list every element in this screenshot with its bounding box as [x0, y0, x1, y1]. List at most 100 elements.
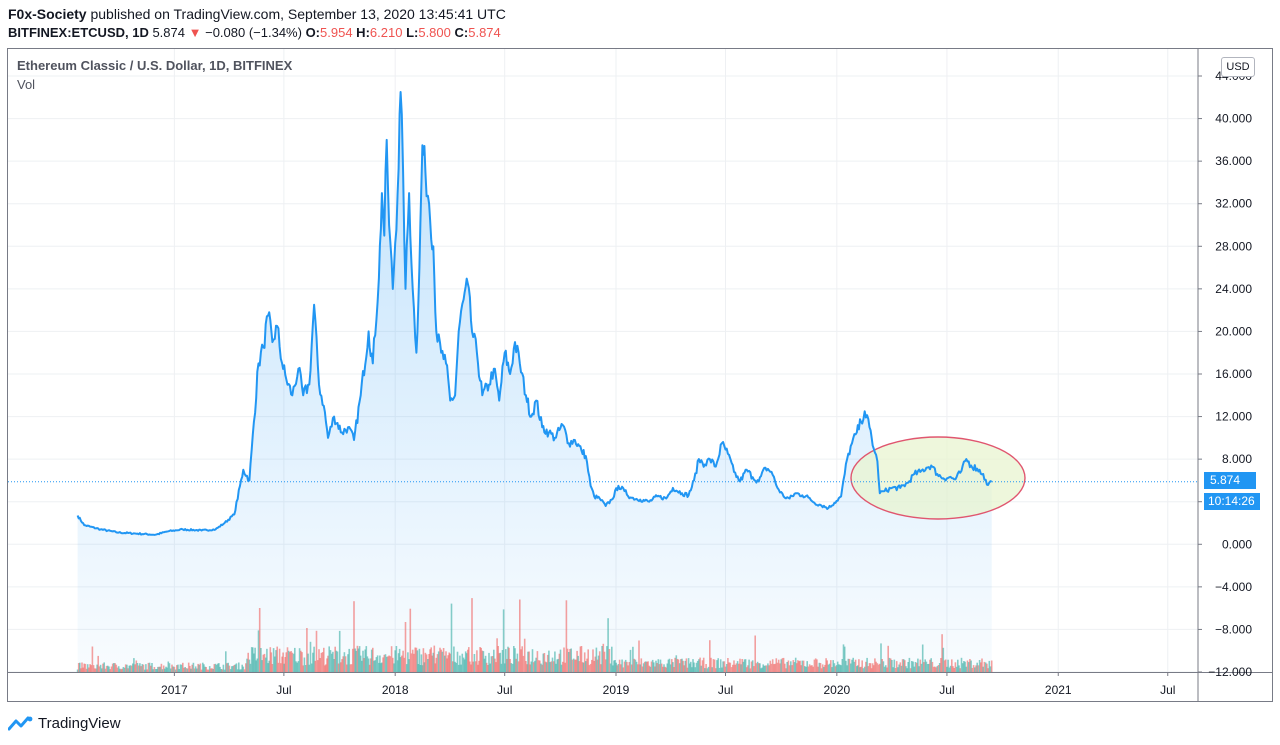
volume-bar: [86, 664, 89, 672]
volume-bar: [347, 654, 349, 672]
volume-bar: [424, 652, 427, 672]
volume-bar: [499, 652, 502, 672]
volume-bar: [275, 650, 277, 672]
volume-bar: [832, 660, 834, 672]
volume-bar: [615, 662, 617, 672]
volume-bar: [142, 664, 145, 672]
legend-title: Ethereum Classic / U.S. Dollar, 1D, BITF…: [17, 58, 293, 73]
volume-bar: [965, 666, 968, 672]
volume-bar: [313, 646, 315, 672]
volume-bar: [877, 664, 880, 672]
volume-bar: [735, 663, 738, 672]
volume-bar: [513, 646, 515, 672]
volume-bar: [794, 657, 797, 672]
volume-bar: [810, 665, 812, 672]
volume-bar: [904, 660, 906, 672]
volume-bar: [949, 665, 952, 672]
volume-bar: [315, 630, 318, 672]
chart-frame: [7, 48, 1273, 702]
volume-bar: [848, 658, 851, 672]
volume-bar: [595, 647, 598, 672]
volume-bar: [894, 668, 897, 672]
volume-bar: [418, 648, 421, 672]
volume-bar: [745, 667, 748, 672]
volume-bar: [868, 663, 871, 672]
volume-bar: [483, 658, 486, 672]
volume-bar: [851, 659, 853, 672]
tradingview-logo[interactable]: TradingView: [8, 715, 121, 732]
volume-bar: [874, 658, 876, 672]
volume-bar: [730, 667, 733, 672]
volume-bar: [977, 665, 980, 672]
volume-bar: [146, 669, 148, 672]
volume-bar: [407, 652, 409, 672]
volume-bar: [812, 666, 814, 672]
volume-bar: [785, 668, 787, 672]
volume-bar: [539, 660, 541, 672]
volume-bar: [333, 659, 335, 672]
volume-bar: [334, 646, 336, 672]
x-tick-label: Jul: [1160, 683, 1175, 697]
volume-bar: [659, 659, 662, 672]
volume-bar: [240, 669, 242, 672]
volume-bar: [763, 665, 766, 672]
volume-bar: [959, 668, 961, 672]
volume-bar: [925, 661, 928, 672]
volume-bar: [515, 658, 517, 672]
tradingview-logo-icon: [8, 716, 33, 730]
volume-bar: [121, 668, 123, 672]
volume-bar: [747, 665, 749, 672]
volume-bar: [307, 653, 309, 672]
volume-bar: [529, 664, 531, 672]
volume-bar: [764, 665, 767, 672]
x-tick-label: 2017: [161, 683, 188, 697]
volume-bar: [836, 661, 839, 672]
volume-bar: [308, 664, 311, 672]
volume-bar: [269, 647, 272, 672]
volume-bar: [920, 663, 923, 672]
volume-bar: [292, 653, 295, 672]
volume-bar: [721, 667, 723, 672]
volume-bar: [79, 662, 81, 672]
volume-bar: [429, 649, 431, 672]
volume-bar: [532, 662, 535, 672]
volume-bar: [242, 666, 245, 672]
volume-bar: [601, 646, 603, 672]
volume-bar: [717, 658, 719, 672]
volume-bar: [540, 663, 542, 672]
volume-bar: [849, 663, 852, 672]
volume-bar: [301, 652, 303, 672]
volume-bar: [947, 659, 949, 672]
volume-bar: [476, 650, 478, 672]
volume-bar: [290, 651, 292, 672]
author-name[interactable]: F0x-Society: [8, 6, 87, 22]
volume-bar: [880, 643, 882, 672]
volume-bar: [651, 659, 654, 672]
volume-bar: [771, 659, 774, 672]
volume-bar: [700, 665, 703, 672]
volume-bar: [272, 648, 275, 672]
bar-countdown-tag: 10:14:26: [1204, 493, 1260, 510]
volume-bar: [963, 661, 965, 672]
volume-bar: [833, 663, 836, 672]
volume-bar: [970, 660, 972, 672]
volume-bar: [857, 665, 859, 672]
volume-bar: [130, 665, 133, 672]
volume-bar: [986, 663, 988, 672]
currency-button[interactable]: USD: [1221, 57, 1255, 77]
volume-bar: [196, 668, 198, 672]
volume-bar: [682, 660, 684, 672]
volume-bar: [203, 664, 205, 672]
volume-bar: [935, 667, 937, 672]
volume-bar: [211, 668, 213, 672]
volume-bar: [359, 655, 362, 672]
volume-bar: [550, 661, 553, 672]
volume-bar: [414, 647, 416, 672]
volume-bar: [732, 664, 734, 672]
volume-bar: [114, 663, 116, 672]
volume-bar: [172, 666, 174, 672]
volume-bar: [390, 646, 393, 672]
volume-bar: [127, 668, 129, 672]
volume-bar: [989, 666, 992, 672]
